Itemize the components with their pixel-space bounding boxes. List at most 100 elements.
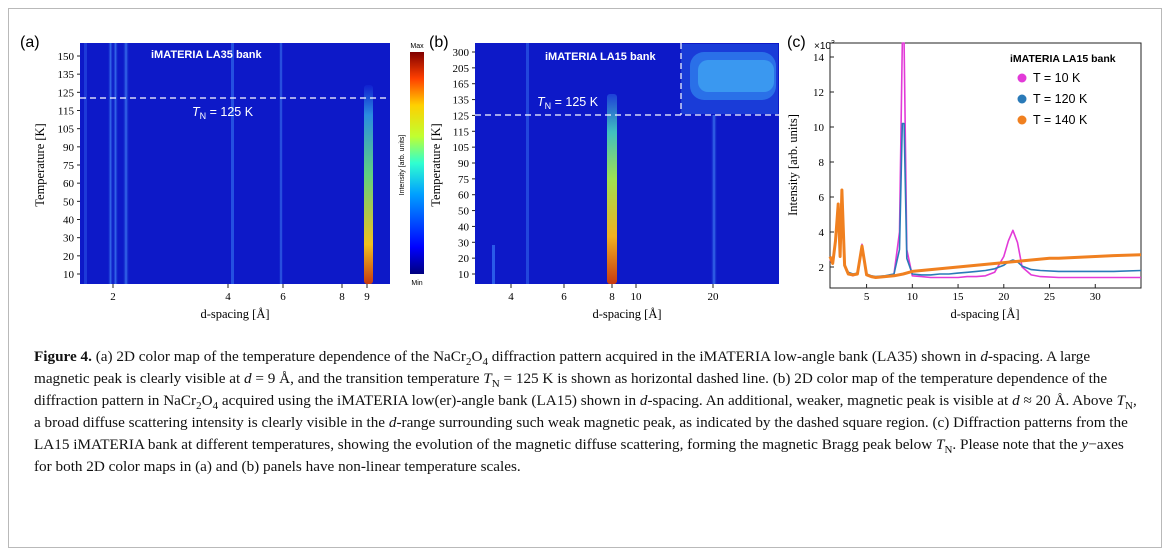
panel-c-bank-label: iMATERIA LA15 bank: [1010, 53, 1116, 65]
panel-c-label: (c): [787, 34, 806, 51]
x-tick-label: 6: [561, 291, 567, 303]
y-tick-label: 30: [458, 237, 470, 249]
panel-a-bank-label: iMATERIA LA35 bank: [151, 49, 263, 61]
y-tick-label: 8: [819, 157, 825, 169]
faint-stripe: [492, 245, 495, 284]
y-tick-label: 105: [453, 142, 470, 154]
x-tick-label: 2: [110, 291, 116, 303]
x-tick-label: 9: [364, 291, 370, 303]
y-tick-label: 20: [63, 251, 75, 263]
y-tick-label: 115: [453, 126, 470, 138]
x-tick-label: 25: [1044, 291, 1056, 303]
x-tick-label: 20: [998, 291, 1010, 303]
caption-segment: d: [639, 392, 648, 409]
caption-segment: 2: [196, 400, 202, 413]
x-tick-label: 5: [864, 291, 870, 303]
y-tick-label: 6: [819, 192, 825, 204]
figure-caption: Figure 4. (a) 2D color map of the temper…: [34, 346, 1144, 478]
y-tick-label: 50: [458, 206, 470, 218]
y-tick-label: 115: [58, 106, 75, 118]
panel-b-weak-peak: [711, 115, 717, 284]
caption-segment: y: [1081, 436, 1089, 453]
caption-segment: d: [1012, 392, 1020, 409]
panel-c-series: [828, 42, 1142, 279]
panel-c-x-label: d-spacing [Å]: [950, 307, 1019, 321]
stripe-5-5: [279, 43, 283, 284]
y-tick-label: 60: [63, 178, 75, 190]
panel-c-legend: T = 10 K T = 120 K T = 140 K: [1017, 71, 1088, 127]
legend-label: T = 120 K: [1033, 92, 1088, 106]
x-tick-label: 8: [609, 291, 615, 303]
x-tick-label: 20: [708, 291, 720, 303]
caption-segment: -spacing. An additional, weaker, magneti…: [647, 392, 1013, 409]
x-tick-label: 4: [508, 291, 514, 303]
caption-segment: O: [201, 392, 213, 409]
y-tick-label: 50: [63, 196, 75, 208]
caption-segment: = 125 K is shown as horizontal dashed li…: [34, 370, 1108, 409]
figure-frame: [8, 8, 1162, 548]
panel-b: (b) iMATERIA LA15 bank TN = 125 K 300205…: [429, 34, 779, 321]
stripe-4: [231, 43, 234, 284]
caption-segment: -range surrounding such weak magnetic pe…: [34, 414, 1128, 453]
caption-text: (a) 2D color map of the temperature depe…: [34, 348, 1137, 475]
y-tick-label: 135: [58, 69, 75, 81]
panel-a-y-ticks: 150 135 125 115 105 90 75 60 50 40 30 20 10: [58, 51, 80, 281]
colorbar-min: Min: [411, 280, 422, 287]
panel-b-y-label: Temperature [K]: [429, 123, 443, 206]
stripe-2c: [123, 43, 129, 284]
caption-segment: -spacing. A large magnetic peak is clear…: [34, 348, 1091, 387]
y-tick-label: 2: [819, 262, 825, 274]
caption-segment: N: [944, 444, 953, 457]
y-tick-label: 10: [63, 269, 75, 281]
caption-segment: 2: [465, 356, 472, 369]
y-tick-label: 90: [63, 142, 75, 154]
panel-c-x-ticks: 5 10 15 20 25 30: [864, 284, 1101, 303]
caption-segment: = 9 Å, and the transition temperature: [251, 370, 484, 387]
panel-b-x-ticks: 4 6 8 10 20: [508, 284, 719, 303]
caption-segment: ≈ 20 Å. Above: [1019, 392, 1117, 409]
panel-b-y-ticks: 300 205 165 135 125 115 105 90 75 60 50 40 30 20 10: [453, 47, 475, 281]
colorbar: [410, 52, 424, 274]
panel-b-x-label: d-spacing [Å]: [592, 307, 661, 321]
x-tick-label: 10: [631, 291, 643, 303]
caption-segment: T: [936, 436, 945, 453]
colorbar-max: Max: [410, 43, 424, 50]
stripe-2b: [113, 43, 118, 284]
panel-a-magnetic-peak: [364, 85, 373, 284]
legend-marker: [1017, 115, 1027, 125]
caption-segment: T: [483, 370, 492, 387]
panel-c-y-label: Intensity [arb. units]: [786, 114, 800, 216]
colorbar-label: Intensity [arb. units]: [399, 135, 406, 196]
y-tick-label: 150: [58, 51, 75, 63]
caption-segment: d: [244, 370, 252, 387]
caption-segment: −axes for both 2D color maps in (a) and …: [34, 436, 1124, 475]
legend-label: T = 140 K: [1033, 113, 1088, 127]
caption-segment: d: [980, 348, 988, 365]
stripe-b-4: [526, 43, 529, 284]
panel-a-colormap: [80, 43, 390, 284]
x-tick-label: 30: [1090, 291, 1102, 303]
panel-c-y-ticks: 2 4 6 8 10 12 14: [813, 52, 834, 274]
panel-c-axes: [829, 42, 1142, 289]
stripe-2a: [108, 43, 113, 284]
diffuse-region: [681, 44, 778, 114]
y-tick-label: 40: [458, 221, 470, 233]
caption-segment: O: [471, 348, 483, 365]
panel-b-label: (b): [429, 34, 449, 51]
caption-segment: . Please note that the: [952, 436, 1082, 453]
x-tick-label: 8: [339, 291, 345, 303]
y-tick-label: 60: [458, 190, 470, 202]
y-tick-label: 10: [458, 269, 470, 281]
x-tick-label: 15: [953, 291, 965, 303]
panel-b-magnetic-peak: [607, 94, 617, 284]
caption-segment: T: [1116, 392, 1126, 409]
panel-a-tn-label: TN = 125 K: [192, 105, 254, 121]
y-tick-label: 90: [458, 158, 470, 170]
x-tick-label: 4: [225, 291, 231, 303]
legend-marker: [1017, 73, 1027, 83]
caption-segment: N: [1125, 400, 1133, 413]
y-tick-label: 4: [819, 227, 825, 239]
caption-segment: d: [388, 414, 397, 431]
y-tick-label: 12: [813, 87, 824, 99]
